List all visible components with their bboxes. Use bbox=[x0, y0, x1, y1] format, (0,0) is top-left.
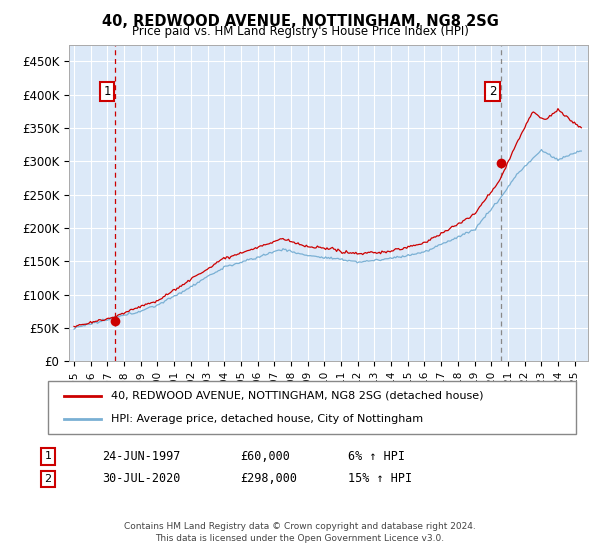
FancyBboxPatch shape bbox=[48, 381, 576, 434]
Text: 2: 2 bbox=[44, 474, 52, 484]
Text: 40, REDWOOD AVENUE, NOTTINGHAM, NG8 2SG: 40, REDWOOD AVENUE, NOTTINGHAM, NG8 2SG bbox=[101, 14, 499, 29]
Text: 15% ↑ HPI: 15% ↑ HPI bbox=[348, 472, 412, 486]
Text: 2: 2 bbox=[489, 85, 496, 98]
Text: 40, REDWOOD AVENUE, NOTTINGHAM, NG8 2SG (detached house): 40, REDWOOD AVENUE, NOTTINGHAM, NG8 2SG … bbox=[112, 391, 484, 401]
Text: £298,000: £298,000 bbox=[240, 472, 297, 486]
Text: 30-JUL-2020: 30-JUL-2020 bbox=[102, 472, 181, 486]
Text: 24-JUN-1997: 24-JUN-1997 bbox=[102, 450, 181, 463]
Text: 1: 1 bbox=[44, 451, 52, 461]
Text: £60,000: £60,000 bbox=[240, 450, 290, 463]
Text: 1: 1 bbox=[103, 85, 111, 98]
Text: HPI: Average price, detached house, City of Nottingham: HPI: Average price, detached house, City… bbox=[112, 414, 424, 424]
Text: 6% ↑ HPI: 6% ↑ HPI bbox=[348, 450, 405, 463]
Text: Price paid vs. HM Land Registry's House Price Index (HPI): Price paid vs. HM Land Registry's House … bbox=[131, 25, 469, 38]
Text: Contains HM Land Registry data © Crown copyright and database right 2024.
This d: Contains HM Land Registry data © Crown c… bbox=[124, 522, 476, 543]
